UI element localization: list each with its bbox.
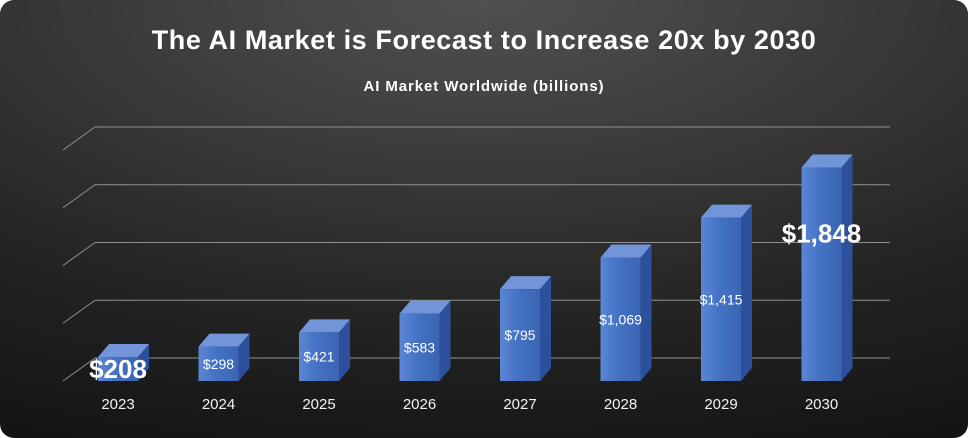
value-label-2023: $208 [89,354,147,384]
bar-side-face [339,319,350,381]
bar-2028 [600,244,652,381]
x-tick-2030: 2030 [805,396,838,413]
gridline-depth-edge-500 [62,299,96,324]
bar-top-face [98,343,149,357]
value-label-2026: $583 [404,339,435,355]
bar-2023 [98,343,149,381]
bar-side-face [439,300,451,381]
bar-2027 [500,276,551,381]
bar-front-face [399,313,440,381]
gridline-depth-edge-0 [62,357,96,382]
value-label-2024: $298 [203,356,234,372]
gridline-depth-edge-1000 [62,242,96,266]
bar-top-face [600,244,652,258]
value-label-2030: $1,848 [782,219,862,249]
value-label-2027: $795 [504,327,535,343]
x-tick-2024: 2024 [202,396,235,413]
value-label-2029: $1,415 [700,291,743,307]
bar-top-face [801,154,853,168]
bar-front-face [500,289,540,381]
bar-side-face [238,333,250,381]
bar-2029 [701,204,752,381]
bar-front-face [701,217,741,381]
gridline-depth-edge-1500 [62,184,96,209]
bar-side-face [841,154,853,381]
bar-top-face [198,333,250,347]
bar-front-face [299,332,339,381]
bar-top-face [500,276,551,290]
bar-front-face [801,167,842,381]
x-tick-2027: 2027 [503,396,536,413]
bar-side-face [741,204,752,381]
bar-top-face [399,300,451,314]
bar-side-face [640,244,652,381]
chart-subtitle: AI Market Worldwide (billions) [363,78,605,95]
x-tick-2026: 2026 [403,396,436,413]
bar-top-face [701,204,752,218]
value-label-2025: $421 [303,349,334,365]
x-tick-2023: 2023 [101,396,134,413]
value-label-2028: $1,069 [599,311,642,327]
bar-top-face [299,319,350,333]
bar-side-face [138,343,149,381]
x-tick-2029: 2029 [704,396,737,413]
bar-2030 [801,154,853,381]
x-tick-2025: 2025 [302,396,335,413]
bar-side-face [540,276,551,381]
gridlines [62,126,890,382]
bar-2025 [299,319,350,381]
gridline-depth-edge-2000 [62,126,96,151]
bar-2024 [198,333,250,381]
bar-front-face [600,257,641,381]
x-tick-2028: 2028 [604,396,637,413]
chart-title: The AI Market is Forecast to Increase 20… [151,25,817,55]
bar-front-face [198,346,239,381]
bar-2026 [399,300,451,381]
bar-front-face [98,356,138,381]
